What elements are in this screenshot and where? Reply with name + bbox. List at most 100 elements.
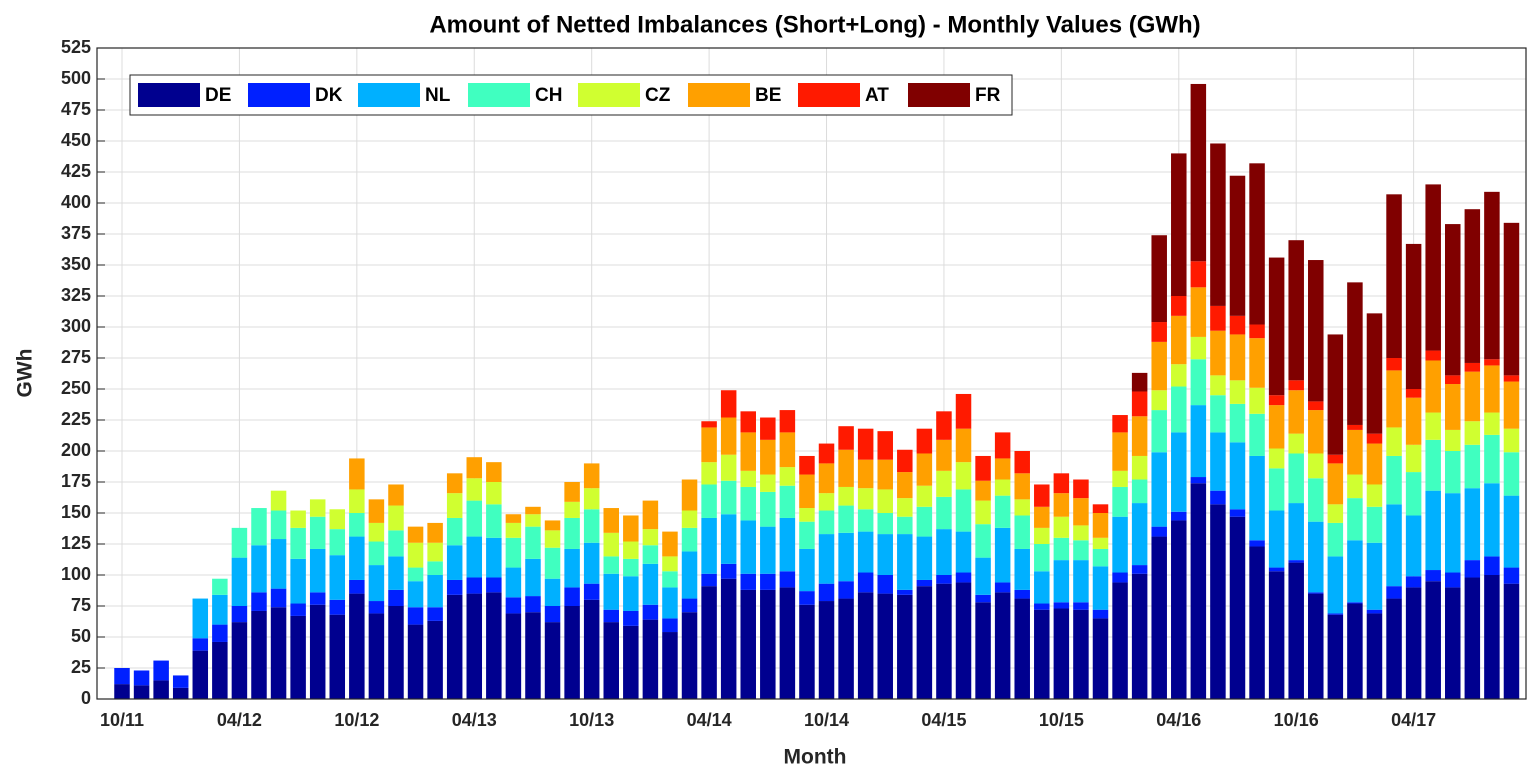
bar-segment xyxy=(270,588,287,608)
bar-segment xyxy=(212,641,228,699)
bar-segment xyxy=(760,474,776,492)
plot-frame xyxy=(96,47,1527,700)
bar-segment xyxy=(1327,613,1344,615)
bar-segment xyxy=(1034,527,1050,544)
bar-segment xyxy=(1347,540,1363,603)
bar-segment xyxy=(936,470,952,497)
bar-segment xyxy=(1131,503,1148,566)
y-tick-label: 400 xyxy=(61,192,91,212)
bar-segment xyxy=(779,587,796,699)
bar-segment xyxy=(720,563,737,579)
bar-segment xyxy=(290,603,306,616)
bar-segment xyxy=(1131,372,1148,392)
bar-segment xyxy=(1112,415,1128,433)
bar-segment xyxy=(701,517,717,574)
bar-segment xyxy=(1327,504,1344,523)
bar-segment xyxy=(212,624,228,642)
bar-segment xyxy=(1190,405,1207,478)
bar-segment xyxy=(388,530,404,557)
x-tick-label: 10/14 xyxy=(804,710,849,730)
bar-segment xyxy=(1425,350,1441,361)
bar-segment xyxy=(1503,428,1520,453)
bar-segment xyxy=(1425,412,1441,440)
bar-segment xyxy=(251,545,267,593)
bar-segment xyxy=(446,517,463,546)
bar-segment xyxy=(799,604,815,699)
bar-segment xyxy=(1386,455,1402,505)
bar-segment xyxy=(975,524,991,558)
bar-segment xyxy=(818,510,835,535)
bar-segment xyxy=(1327,522,1344,557)
bar-segment xyxy=(799,521,815,549)
bar-segment xyxy=(1425,570,1441,582)
bar-segment xyxy=(1405,397,1422,445)
bar-segment xyxy=(857,572,874,593)
bar-segment xyxy=(349,536,365,580)
bar-segment xyxy=(544,547,561,579)
legend-label: BE xyxy=(755,85,781,106)
bar-segment xyxy=(1503,222,1520,376)
bar-segment xyxy=(1288,240,1304,381)
bar-segment xyxy=(1171,432,1187,512)
bar-segment xyxy=(877,513,893,535)
bar-segment xyxy=(1288,390,1304,434)
y-tick-label: 425 xyxy=(61,161,91,181)
x-tick-label: 10/12 xyxy=(334,710,379,730)
bar-segment xyxy=(1151,390,1167,411)
bar-segment xyxy=(1405,576,1422,588)
bar-segment xyxy=(446,545,463,580)
bar-segment xyxy=(388,556,404,590)
bar-segment xyxy=(1171,511,1187,521)
bar-segment xyxy=(1092,513,1109,538)
bar-segment xyxy=(290,558,306,604)
bar-segment xyxy=(994,582,1011,593)
bar-segment xyxy=(1366,433,1383,444)
bar-segment xyxy=(916,586,933,699)
bar-segment xyxy=(779,517,796,572)
bar-segment xyxy=(720,390,737,418)
bar-segment xyxy=(936,496,952,530)
bar-segment xyxy=(309,499,326,517)
bar-segment xyxy=(349,489,365,513)
bar-segment xyxy=(329,529,346,556)
bar-segment xyxy=(642,563,659,605)
y-tick-label: 25 xyxy=(71,657,91,677)
bar-segment xyxy=(1308,453,1324,479)
bar-segment xyxy=(231,622,248,699)
bar-segment xyxy=(525,526,541,559)
bar-segment xyxy=(603,573,619,610)
legend-swatch xyxy=(468,83,530,107)
bar-segment xyxy=(1229,403,1246,443)
bar-segment xyxy=(1464,209,1481,363)
bar-segment xyxy=(1190,359,1207,406)
bar-segment xyxy=(1464,560,1481,578)
bar-segment xyxy=(1484,556,1500,575)
bar-segment xyxy=(407,581,424,608)
bar-segment xyxy=(1171,296,1187,316)
bar-segment xyxy=(701,427,717,463)
bar-segment xyxy=(1014,473,1030,500)
bar-segment xyxy=(505,522,522,538)
bar-segment xyxy=(1347,429,1363,475)
bar-segment xyxy=(544,622,561,699)
bar-segment xyxy=(1484,191,1500,360)
bar-segment xyxy=(1092,548,1109,567)
bar-segment xyxy=(1503,375,1520,382)
bar-segment xyxy=(1425,439,1441,491)
bar-segment xyxy=(564,587,580,606)
bar-segment xyxy=(1268,257,1285,396)
bar-segment xyxy=(1484,575,1500,699)
y-tick-label: 300 xyxy=(61,316,91,336)
bar-segment xyxy=(329,599,346,615)
bar-segment xyxy=(681,527,698,552)
bar-segment xyxy=(799,474,815,509)
bar-segment xyxy=(1131,565,1148,574)
bar-segment xyxy=(290,615,306,699)
bar-segment xyxy=(153,680,169,699)
x-tick-label: 04/12 xyxy=(217,710,262,730)
bar-segment xyxy=(1366,313,1383,434)
bar-segment xyxy=(329,614,346,699)
bar-segment xyxy=(1053,608,1070,699)
bar-segment xyxy=(544,606,561,623)
legend-swatch xyxy=(688,83,750,107)
